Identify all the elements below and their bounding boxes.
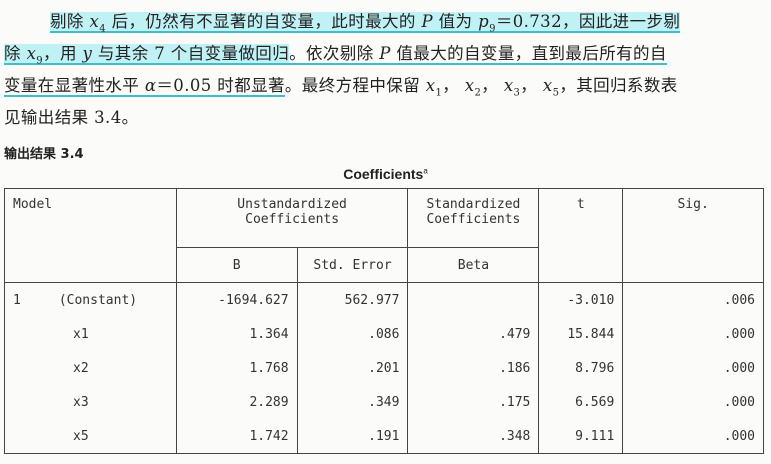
table-row: x2 1.768 .201 .186 8.796 .000 [5,351,764,385]
text-run: ＝0.05 时都显著 [156,76,285,95]
cell-t: -3.010 [538,282,623,317]
header-model: Model [4,188,177,283]
cell-b: -1694.627 [175,282,298,317]
cell-sig: .000 [622,351,764,385]
highlighted-sentence-2: 除 x9，用 y 与其余 7 个自变量做回归 [4,44,290,67]
row-name: x3 [73,394,89,410]
math-var: P [421,12,433,31]
coefficients-title-text: Coefficients [343,166,424,182]
text-run: 除 [4,44,21,63]
math-var: x [464,76,475,95]
header-beta: Beta [407,247,539,283]
math-var: p [478,12,490,31]
math-var: x [542,76,553,95]
math-sub: 2 [474,87,482,99]
cell-beta: .175 [407,385,539,419]
math-sub: 5 [552,87,560,99]
math-var: x [89,12,100,31]
text-run: ＝0.732 [495,12,562,31]
header-standardized: Standardized Coefficients [407,188,539,248]
cell-beta: .348 [407,419,539,454]
cell-b: 1.364 [175,317,298,351]
math-sub: 9 [489,23,496,35]
math-sub: 9 [36,55,44,67]
cell-t: 8.796 [538,351,623,385]
body-paragraph: 剔除 x4 后，仍然有不显著的自变量，此时最大的 P 值为 p9＝0.732，因… [4,6,766,134]
model-number: 1 [13,292,21,308]
footnote-marker: a [423,166,428,176]
header-std-line2: Coefficients [426,212,521,227]
cell-beta [407,282,539,317]
header-std-line1: Standardized [426,197,521,212]
cell-t: 9.111 [538,419,623,454]
cell-b: 2.289 [175,385,298,419]
row-label: 1 (Constant) [5,283,177,318]
text-run: 值最大的自变量，直到最后所有的自 [396,44,667,63]
row-name: x2 [73,360,89,376]
paragraph-line-2: 除 x9，用 y 与其余 7 个自变量做回归。依次剔除 P 值最大的自变量，直到… [4,38,766,70]
cell-t: 6.569 [538,385,623,419]
coefficients-table: Model Unstandardized Coefficients Standar… [4,188,764,454]
table-body: 1 (Constant) -1694.627 562.977 -3.010 .00… [5,282,764,454]
math-var: x [26,44,37,63]
header-unstd-line2: Coefficients [245,212,340,227]
text-run: 剔除 [50,12,84,31]
header-row-1: Model Unstandardized Coefficients Standar… [4,188,764,283]
header-sig: Sig. [622,188,764,283]
text-run: ，因此进一步剔 [561,12,681,31]
text-run: 。依次剔除 [289,44,374,63]
row-name: x1 [73,326,89,342]
text-run: 变量在显著性水平 [4,76,140,95]
cell-sig: .000 [622,317,764,351]
cell-sig: .000 [622,385,764,419]
paragraph-line-3: 变量在显著性水平 α＝0.05 时都显著。最终方程中保留 x1， x2， x3，… [4,76,678,99]
header-row-2: B Std. Error Beta [5,247,764,283]
math-sub: 1 [435,87,443,99]
paragraph-line-4: 见输出结果 3.4。 [4,102,766,134]
text-run: 后，仍然有不显著的自变量，此时最大的 [111,12,416,31]
highlighted-sentence-1: 剔除 x4 后，仍然有不显著的自变量，此时最大的 P 值为 p9＝0.732，因… [50,12,681,35]
header-unstandardized: Unstandardized Coefficients [175,188,408,248]
cell-se: .086 [296,317,408,351]
math-var: α [144,76,157,95]
text-run: 见输出结果 3.4。 [4,108,139,127]
table-row: 1 (Constant) -1694.627 562.977 -3.010 .00… [5,282,764,318]
table-row: x3 2.289 .349 .175 6.569 .000 [5,385,764,419]
text-run: 值为 [438,12,473,31]
math-var: x [425,76,436,95]
row-name: x5 [73,428,89,444]
cell-se: .349 [296,385,408,419]
table-row: x5 1.742 .191 .348 9.111 .000 [5,419,764,454]
row-name: (Constant) [58,292,138,308]
header-unstd-line1: Unstandardized [237,197,347,212]
math-sub: 3 [513,87,521,99]
cell-beta: .186 [407,351,539,385]
math-var: P [379,44,391,63]
cell-sig: .006 [622,282,764,317]
text-run: 。最终方程中保留 [284,76,421,95]
cell-b: 1.742 [175,419,298,454]
cell-t: 15.844 [538,317,623,351]
cell-sig: .000 [622,419,764,454]
coefficients-title: Coefficientsa [0,166,771,182]
math-var: y [82,44,93,63]
underlined-sentence: 。依次剔除 P 值最大的自变量，直到最后所有的自 [289,44,667,65]
header-b: B [175,247,298,283]
math-sub: 4 [99,23,106,35]
cell-b: 1.768 [175,351,298,385]
paragraph-line-1: 剔除 x4 后，仍然有不显著的自变量，此时最大的 P 值为 p9＝0.732，因… [4,6,766,38]
text-run: ，其回归系数表 [559,76,678,95]
cell-se: 562.977 [296,282,408,317]
underlined-sentence-cont: 变量在显著性水平 α＝0.05 时都显著 [4,76,285,97]
text-run: ，用 [43,44,77,63]
math-var: x [503,76,514,95]
cell-beta: .479 [407,317,539,351]
cell-se: .201 [296,351,408,385]
table-row: x1 1.364 .086 .479 15.844 .000 [5,317,764,351]
header-t: t [538,188,623,283]
cell-se: .191 [296,419,408,454]
output-result-title: 输出结果 3.4 [4,147,84,162]
text-run: 与其余 7 个自变量做回归 [97,44,290,63]
header-std-error: Std. Error [296,247,408,283]
